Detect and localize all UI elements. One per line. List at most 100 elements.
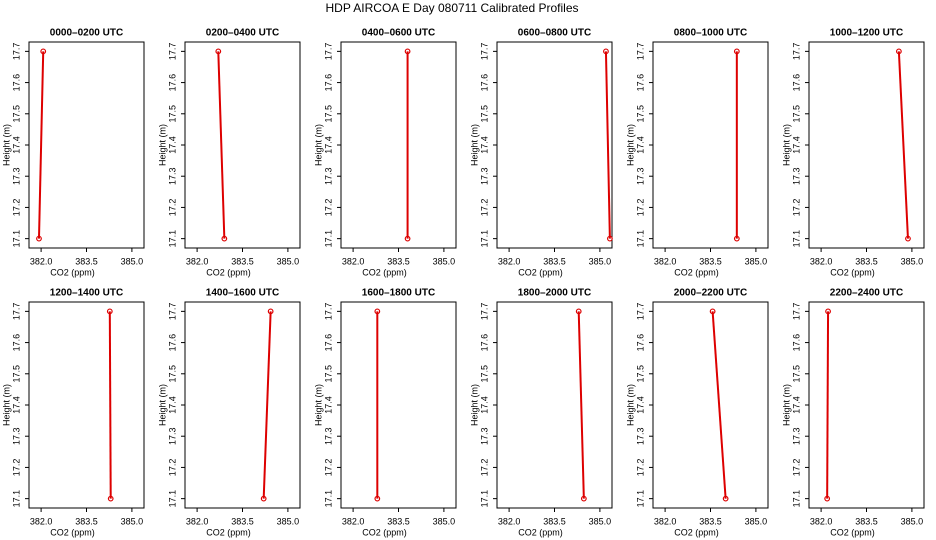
plot-box xyxy=(652,41,769,249)
x-tick-label: 385.0 xyxy=(745,256,768,266)
y-tick-label: 17.1 xyxy=(11,230,21,248)
x-tick-label: 385.0 xyxy=(277,516,300,526)
y-tick-label: 17.1 xyxy=(635,230,645,248)
profile-point xyxy=(374,308,381,315)
y-tick-label: 17.5 xyxy=(479,105,489,123)
x-tick-label: 382.0 xyxy=(654,516,677,526)
y-tick-label: 17.6 xyxy=(167,74,177,92)
x-tick-label: 383.5 xyxy=(75,516,98,526)
y-tick-label: 17.1 xyxy=(791,490,801,508)
x-axis-label: CO2 (ppm) xyxy=(362,267,407,277)
profile-point xyxy=(215,48,222,55)
panel: 0200–0400 UTC 382.0 383.5 385.0 17.1 17.2 17.3… xyxy=(157,28,301,277)
profile-point xyxy=(221,235,228,242)
y-tick-label: 17.7 xyxy=(635,43,645,61)
x-tick-label: 383.5 xyxy=(699,516,722,526)
x-tick-label: 382.0 xyxy=(498,256,521,266)
y-axis-label: Height (m) xyxy=(157,124,167,166)
y-tick-label: 17.6 xyxy=(791,74,801,92)
y-tick-label: 17.4 xyxy=(791,136,801,154)
y-tick-label: 17.1 xyxy=(11,490,21,508)
y-tick-label: 17.3 xyxy=(791,427,801,445)
y-axis-label: Height (m) xyxy=(469,384,479,426)
x-tick-label: 383.5 xyxy=(75,256,98,266)
y-tick-label: 17.5 xyxy=(11,365,21,383)
profile-line xyxy=(217,51,226,239)
y-tick-label: 17.7 xyxy=(479,303,489,321)
y-tick-label: 17.5 xyxy=(167,105,177,123)
y-tick-label: 17.4 xyxy=(11,136,21,154)
y-tick-label: 17.5 xyxy=(323,105,333,123)
panel-title: 0400–0600 UTC xyxy=(362,28,435,39)
y-tick-label: 17.3 xyxy=(635,427,645,445)
y-tick-label: 17.4 xyxy=(479,136,489,154)
y-tick-label: 17.3 xyxy=(635,167,645,185)
panel: 0800–1000 UTC 382.0 383.5 385.0 17.1 17.2 17.3… xyxy=(625,28,769,277)
profile-line xyxy=(711,311,727,499)
x-axis-label: CO2 (ppm) xyxy=(830,267,875,277)
y-axis-label: Height (m) xyxy=(1,384,11,426)
y-tick-label: 17.3 xyxy=(323,427,333,445)
y-axis-label: Height (m) xyxy=(313,124,323,166)
y-tick-label: 17.7 xyxy=(323,303,333,321)
y-tick-label: 17.3 xyxy=(479,167,489,185)
profile-line xyxy=(897,51,909,239)
y-tick-label: 17.3 xyxy=(167,167,177,185)
y-tick-label: 17.7 xyxy=(11,303,21,321)
plot-box xyxy=(184,301,301,509)
y-tick-label: 17.4 xyxy=(167,396,177,414)
y-tick-label: 17.6 xyxy=(635,334,645,352)
y-tick-label: 17.2 xyxy=(635,199,645,217)
panel-title: 0000–0200 UTC xyxy=(50,28,123,39)
panel: 0600–0800 UTC 382.0 383.5 385.0 17.1 17.2 17.3… xyxy=(469,28,613,277)
x-axis-label: CO2 (ppm) xyxy=(50,267,95,277)
y-tick-label: 17.6 xyxy=(635,74,645,92)
y-tick-label: 17.1 xyxy=(323,230,333,248)
y-tick-label: 17.6 xyxy=(479,334,489,352)
y-tick-label: 17.3 xyxy=(11,167,21,185)
x-tick-label: 385.0 xyxy=(745,516,768,526)
profile-point xyxy=(36,235,42,242)
y-tick-label: 17.7 xyxy=(323,43,333,61)
profile-line xyxy=(108,311,112,499)
x-axis-label: CO2 (ppm) xyxy=(830,527,875,537)
profile-point xyxy=(733,235,740,242)
x-tick-label: 382.0 xyxy=(654,256,677,266)
y-tick-label: 17.4 xyxy=(11,396,21,414)
y-tick-label: 17.3 xyxy=(791,167,801,185)
x-tick-label: 385.0 xyxy=(121,516,144,526)
y-tick-label: 17.6 xyxy=(791,334,801,352)
x-axis-label: CO2 (ppm) xyxy=(206,527,251,537)
y-tick-label: 17.2 xyxy=(11,459,21,477)
profile-point xyxy=(107,495,114,502)
profile-line xyxy=(262,311,272,499)
x-tick-label: 382.0 xyxy=(342,256,365,266)
y-tick-label: 17.7 xyxy=(479,43,489,61)
y-tick-label: 17.6 xyxy=(11,74,21,92)
y-tick-label: 17.4 xyxy=(323,396,333,414)
profile-point xyxy=(404,235,411,242)
y-tick-label: 17.4 xyxy=(635,396,645,414)
profile-point xyxy=(895,48,902,55)
panel: 1400–1600 UTC 382.0 383.5 385.0 17.1 17.2 17.3… xyxy=(157,288,301,537)
panel: 1200–1400 UTC 382.0 383.5 385.0 17.1 17.2 17.3… xyxy=(1,288,145,537)
x-tick-label: 382.0 xyxy=(186,256,209,266)
y-tick-label: 17.7 xyxy=(791,43,801,61)
panel-title: 1600–1800 UTC xyxy=(362,288,435,299)
profile-line xyxy=(577,311,585,499)
panel: 2000–2200 UTC 382.0 383.5 385.0 17.1 17.2 17.3… xyxy=(625,288,769,537)
profile-point xyxy=(40,48,47,55)
x-tick-label: 385.0 xyxy=(589,256,612,266)
plot-box xyxy=(496,41,613,249)
y-tick-label: 17.1 xyxy=(635,490,645,508)
x-tick-label: 382.0 xyxy=(810,256,833,266)
y-tick-label: 17.7 xyxy=(11,43,21,61)
y-tick-label: 17.7 xyxy=(635,303,645,321)
y-tick-label: 17.4 xyxy=(479,396,489,414)
panel: 1000–1200 UTC 382.0 383.5 385.0 17.1 17.2 17.3… xyxy=(781,28,925,277)
panel-title: 2200–2400 UTC xyxy=(830,288,903,299)
y-tick-label: 17.2 xyxy=(167,459,177,477)
y-tick-label: 17.3 xyxy=(479,427,489,445)
y-tick-label: 17.1 xyxy=(323,490,333,508)
x-axis-label: CO2 (ppm) xyxy=(674,267,719,277)
